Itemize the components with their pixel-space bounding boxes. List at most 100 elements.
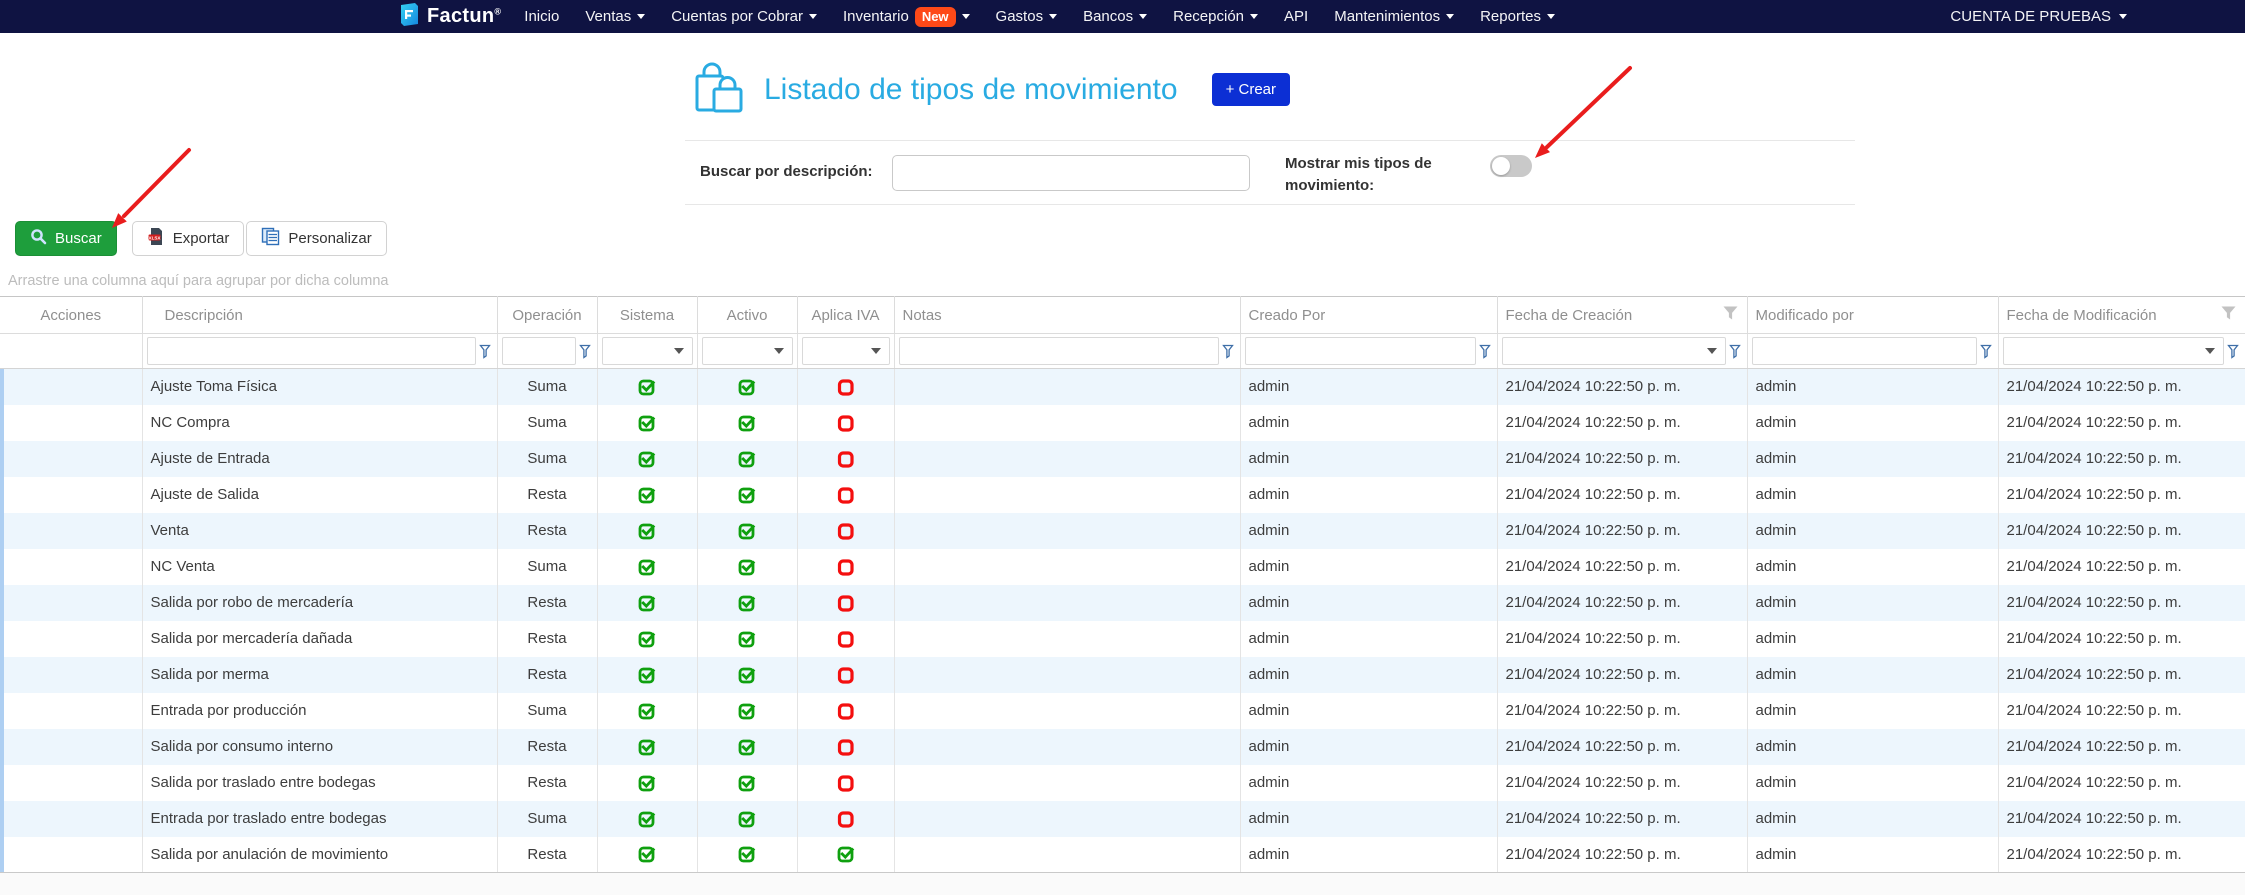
cell-modificado_por: admin <box>1747 728 1999 765</box>
search-description-input[interactable] <box>892 155 1250 191</box>
column-header-fecha_creacion[interactable]: Fecha de Creación <box>1497 296 1748 334</box>
table-row[interactable]: Ajuste de Salida Resta admin 21/04/2024 10:… <box>0 476 2245 513</box>
filter-options-icon[interactable] <box>2226 344 2241 359</box>
filter-input-notas[interactable] <box>898 337 1219 365</box>
cell-fecha_creacion: 21/04/2024 10:22:50 p. m. <box>1497 476 1748 513</box>
cell-activo <box>697 620 798 657</box>
column-header-sistema[interactable]: Sistema <box>597 296 698 334</box>
chevron-down-icon <box>1546 14 1555 19</box>
chevron-down-icon <box>1139 14 1148 19</box>
filter-options-icon[interactable] <box>1221 344 1236 359</box>
activo-check-icon <box>738 737 756 755</box>
cell-creado_por: admin <box>1240 368 1498 405</box>
column-header-acciones[interactable]: Acciones <box>0 296 143 334</box>
table-row[interactable]: Entrada por traslado entre bodegas Suma ad… <box>0 800 2245 837</box>
nav-item-bancos[interactable]: Bancos <box>1070 0 1160 33</box>
column-header-creado_por[interactable]: Creado Por <box>1240 296 1498 334</box>
filter-options-icon[interactable] <box>1728 344 1743 359</box>
filter-select-aplica_iva[interactable] <box>801 337 890 365</box>
column-header-aplica_iva[interactable]: Aplica IVA <box>797 296 895 334</box>
cell-fecha_creacion: 21/04/2024 10:22:50 p. m. <box>1497 548 1748 585</box>
table-row[interactable]: Salida por robo de mercadería Resta admin 2… <box>0 584 2245 621</box>
cell-operacion: Resta <box>497 584 598 621</box>
filter-input-creado_por[interactable] <box>1244 337 1476 365</box>
table-row[interactable]: Ajuste de Entrada Suma admin 21/04/2024 10:… <box>0 440 2245 477</box>
filter-date-fecha_creacion[interactable] <box>1501 337 1726 365</box>
filter-funnel-icon[interactable] <box>1722 305 1739 325</box>
buscar-button[interactable]: Buscar <box>15 221 117 256</box>
aplica_iva-cross-icon <box>837 557 855 576</box>
nav-item-api[interactable]: API <box>1271 0 1321 33</box>
column-header-fecha_modificacion[interactable]: Fecha de Modificación <box>1998 296 2245 334</box>
filter-date-fecha_modificacion[interactable] <box>2002 337 2224 365</box>
filter-input-operacion[interactable] <box>501 337 576 365</box>
personalizar-button[interactable]: Personalizar <box>246 221 387 256</box>
shopping-bags-icon <box>690 60 748 119</box>
table-row[interactable]: Ajuste Toma Física Suma admin 21/04/2024 10… <box>0 368 2245 405</box>
create-button[interactable]: + Crear <box>1211 73 1291 106</box>
column-header-descripcion[interactable]: Descripción <box>142 296 498 334</box>
table-row[interactable]: Salida por mercadería dañada Resta admin 21… <box>0 620 2245 657</box>
column-header-notas[interactable]: Notas <box>894 296 1241 334</box>
cell-activo <box>697 584 798 621</box>
activo-check-icon <box>738 773 756 791</box>
table-row[interactable]: NC Compra Suma admin 21/04/2024 10:22:50 p.… <box>0 404 2245 441</box>
column-header-modificado_por[interactable]: Modificado por <box>1747 296 1999 334</box>
table-row[interactable]: Venta Resta admin 21/04/2024 10:22:50 p. m.… <box>0 512 2245 549</box>
cell-fecha_modificacion: 21/04/2024 10:22:50 p. m. <box>1998 548 2245 585</box>
cell-activo <box>697 764 798 801</box>
filter-options-icon[interactable] <box>478 344 493 359</box>
cell-acciones <box>0 368 143 405</box>
nav-item-mantenimientos[interactable]: Mantenimientos <box>1321 0 1467 33</box>
filter-funnel-icon[interactable] <box>2220 305 2237 325</box>
aplica_iva-cross-icon <box>837 773 855 792</box>
account-label: CUENTA DE PRUEBAS <box>1950 8 2111 25</box>
filter-select-sistema[interactable] <box>601 337 693 365</box>
cell-aplica_iva <box>797 440 895 477</box>
cell-activo <box>697 404 798 441</box>
search-icon <box>30 228 47 249</box>
nav-item-gastos[interactable]: Gastos <box>983 0 1071 33</box>
cell-descripcion: Salida por traslado entre bodegas <box>142 764 498 801</box>
cell-sistema <box>597 548 698 585</box>
filter-input-modificado_por[interactable] <box>1751 337 1977 365</box>
cell-activo <box>697 368 798 405</box>
nav-item-ventas[interactable]: Ventas <box>572 0 658 33</box>
factun-logo[interactable]: Factun® <box>398 2 501 32</box>
nav-item-inicio[interactable]: Inicio <box>511 0 572 33</box>
cell-fecha_modificacion: 21/04/2024 10:22:50 p. m. <box>1998 656 2245 693</box>
toggle-knob <box>1492 157 1510 175</box>
filter-input-descripcion[interactable] <box>146 337 476 365</box>
nav-item-inventario[interactable]: Inventario New <box>830 0 983 33</box>
table-row[interactable]: Salida por consumo interno Resta admin 21/0… <box>0 728 2245 765</box>
nav-item-recepcion[interactable]: Recepción <box>1160 0 1271 33</box>
table-row[interactable]: Salida por merma Resta admin 21/04/2024 10:… <box>0 656 2245 693</box>
filter-options-icon[interactable] <box>578 344 593 359</box>
show-my-types-toggle[interactable] <box>1490 155 1532 177</box>
table-row[interactable]: Salida por traslado entre bodegas Resta ad… <box>0 764 2245 801</box>
cell-sistema <box>597 440 698 477</box>
column-header-activo[interactable]: Activo <box>697 296 798 334</box>
nav-item-reportes[interactable]: Reportes <box>1467 0 1568 33</box>
sistema-check-icon <box>638 737 656 755</box>
table-row[interactable]: Entrada por producción Suma admin 21/04/202… <box>0 692 2245 729</box>
filter-options-icon[interactable] <box>1478 344 1493 359</box>
cell-aplica_iva <box>797 512 895 549</box>
nav-item-cuentas-por-cobrar[interactable]: Cuentas por Cobrar <box>658 0 830 33</box>
nav-item-label: Recepción <box>1173 8 1245 25</box>
cell-sistema <box>597 836 698 873</box>
table-row[interactable]: NC Venta Suma admin 21/04/2024 10:22:50 p. … <box>0 548 2245 585</box>
filter-select-activo[interactable] <box>701 337 793 365</box>
cell-fecha_modificacion: 21/04/2024 10:22:50 p. m. <box>1998 764 2245 801</box>
chevron-down-icon <box>2204 348 2215 354</box>
aplica_iva-cross-icon <box>837 809 855 828</box>
search-description-label: Buscar por descripción: <box>700 163 873 180</box>
exportar-button[interactable]: XLSX Exportar <box>131 221 245 256</box>
cell-acciones <box>0 692 143 729</box>
activo-check-icon <box>738 378 756 396</box>
account-menu[interactable]: CUENTA DE PRUEBAS <box>1950 8 2127 25</box>
cell-modificado_por: admin <box>1747 656 1999 693</box>
filter-options-icon[interactable] <box>1979 344 1994 359</box>
column-header-operacion[interactable]: Operación <box>497 296 598 334</box>
table-row[interactable]: Salida por anulación de movimiento Resta a… <box>0 836 2245 873</box>
